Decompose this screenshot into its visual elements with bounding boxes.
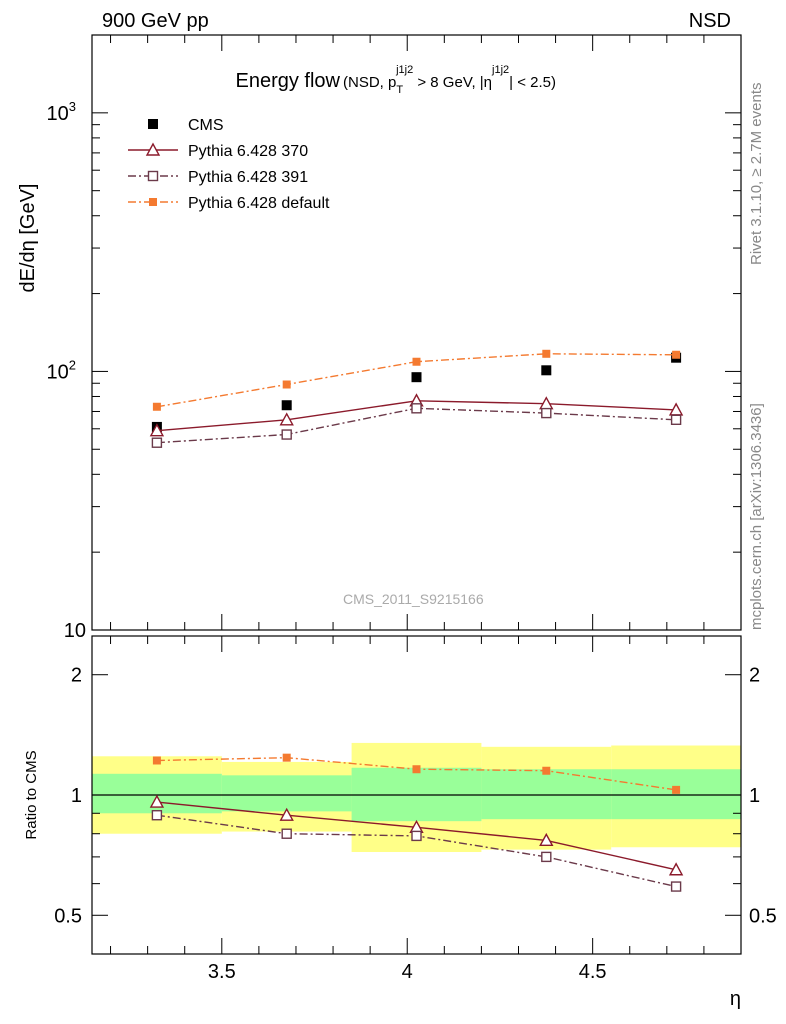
main-point-p391	[281, 429, 292, 440]
ratio-point-pdef	[152, 756, 161, 765]
main-y-tick-exponent: 2	[69, 357, 76, 372]
header-right: NSD	[689, 10, 731, 32]
x-tick-label: 3.5	[208, 961, 236, 983]
legend-label: Pythia 6.428 370	[188, 143, 308, 160]
ratio-axes: 0.5 0.5 1 1 2 2 3.5 4 4.5	[54, 636, 777, 983]
main-point-data	[411, 372, 422, 383]
main-y-tick-exponent: 3	[69, 99, 76, 114]
main-point-pdef	[282, 380, 291, 389]
ratio-point-p370	[149, 794, 165, 808]
title-cut-part: T	[396, 84, 403, 96]
main-plot-frame	[91, 34, 742, 631]
ratio-band-inner	[221, 775, 352, 812]
plot-title: Energy flow	[236, 70, 341, 92]
ratio-point-p391	[541, 851, 552, 863]
legend-label: Pythia 6.428 default	[188, 195, 330, 212]
ratio-point-p391	[151, 810, 163, 821]
ratio-panel: 0.5 0.5 1 1 2 2 3.5 4 4.5 Ratio to CMS η	[23, 635, 777, 1010]
main-point-p391	[411, 403, 422, 414]
main-point-pdef	[542, 349, 551, 358]
legend-label: Pythia 6.428 391	[188, 169, 308, 186]
ratio-y-tick-label: 0.5	[54, 905, 82, 927]
title-cut-part: j1j2	[395, 64, 413, 76]
mcplots-label: mcplots.cern.ch [arXiv:1306.3436]	[748, 403, 765, 630]
ratio-point-p391	[670, 881, 682, 892]
x-tick-label: 4	[402, 961, 413, 983]
main-y-tick-base: 10	[47, 361, 69, 383]
main-point-data	[541, 365, 552, 376]
ratio-point-pdef	[282, 753, 291, 762]
rivet-version-label: Rivet 3.1.10, ≥ 2.7M events	[748, 83, 765, 266]
ratio-point-p391	[411, 830, 422, 842]
ratio-plot-area	[92, 742, 741, 892]
legend-marker-data	[148, 119, 158, 129]
main-point-pdef	[412, 357, 421, 366]
main-y-tick-label: 103	[47, 99, 76, 125]
ratio-y-tick-label: 2	[71, 665, 82, 687]
analysis-watermark: CMS_2011_S9215166	[343, 591, 484, 607]
legend-marker-p391	[147, 170, 159, 182]
ratio-y-tick-label-right: 2	[749, 665, 760, 687]
main-point-pdef	[672, 350, 681, 359]
y-axis-label: dE/dη [GeV]	[17, 184, 39, 293]
ratio-point-pdef	[672, 785, 681, 794]
ratio-point-p370	[539, 832, 554, 847]
main-point-pdef	[152, 402, 161, 411]
title-cut-part: | < 2.5)	[509, 74, 556, 91]
legend-marker-p370	[145, 142, 161, 156]
x-tick-label: 4.5	[579, 961, 607, 983]
x-axis-label: η	[730, 988, 741, 1010]
legend-marker-pdef	[149, 198, 157, 206]
ratio-y-tick-label-right: 1	[749, 785, 760, 807]
legend-label: CMS	[188, 117, 224, 134]
ratio-y-axis-label: Ratio to CMS	[23, 750, 40, 839]
main-y-tick-label: 10	[64, 620, 86, 642]
ratio-band-inner	[611, 769, 741, 820]
ratio-point-p391	[281, 828, 292, 839]
ratio-point-pdef	[412, 765, 421, 774]
ratio-y-tick-label: 1	[71, 785, 82, 807]
title-cut-part: j1j2	[491, 64, 509, 76]
main-point-p370	[279, 412, 294, 426]
main-plot-area	[149, 349, 684, 448]
title-cut-part: > 8 GeV, |η	[413, 74, 492, 91]
main-point-p391	[151, 437, 163, 448]
ratio-y-tick-label-right: 0.5	[749, 905, 777, 927]
ratio-point-p370	[668, 862, 684, 876]
title-cut-part: (NSD, p	[343, 74, 396, 91]
main-y-tick-label: 102	[47, 357, 76, 383]
main-y-tick-base: 10	[47, 103, 69, 125]
main-point-p370	[149, 423, 165, 437]
ratio-point-p370	[279, 807, 294, 821]
main-point-p391	[541, 407, 552, 419]
main-point-p391	[670, 414, 682, 425]
plot-title-cuts: (NSD, pTj1j2 > 8 GeV, |ηj1j2| < 2.5)	[343, 64, 556, 96]
legend: CMS Pythia 6.428 370 Pythia 6.428 391 Pythi…	[128, 117, 330, 212]
header-left: 900 GeV pp	[102, 10, 209, 32]
ratio-point-pdef	[542, 766, 551, 775]
main-point-data	[281, 400, 292, 411]
